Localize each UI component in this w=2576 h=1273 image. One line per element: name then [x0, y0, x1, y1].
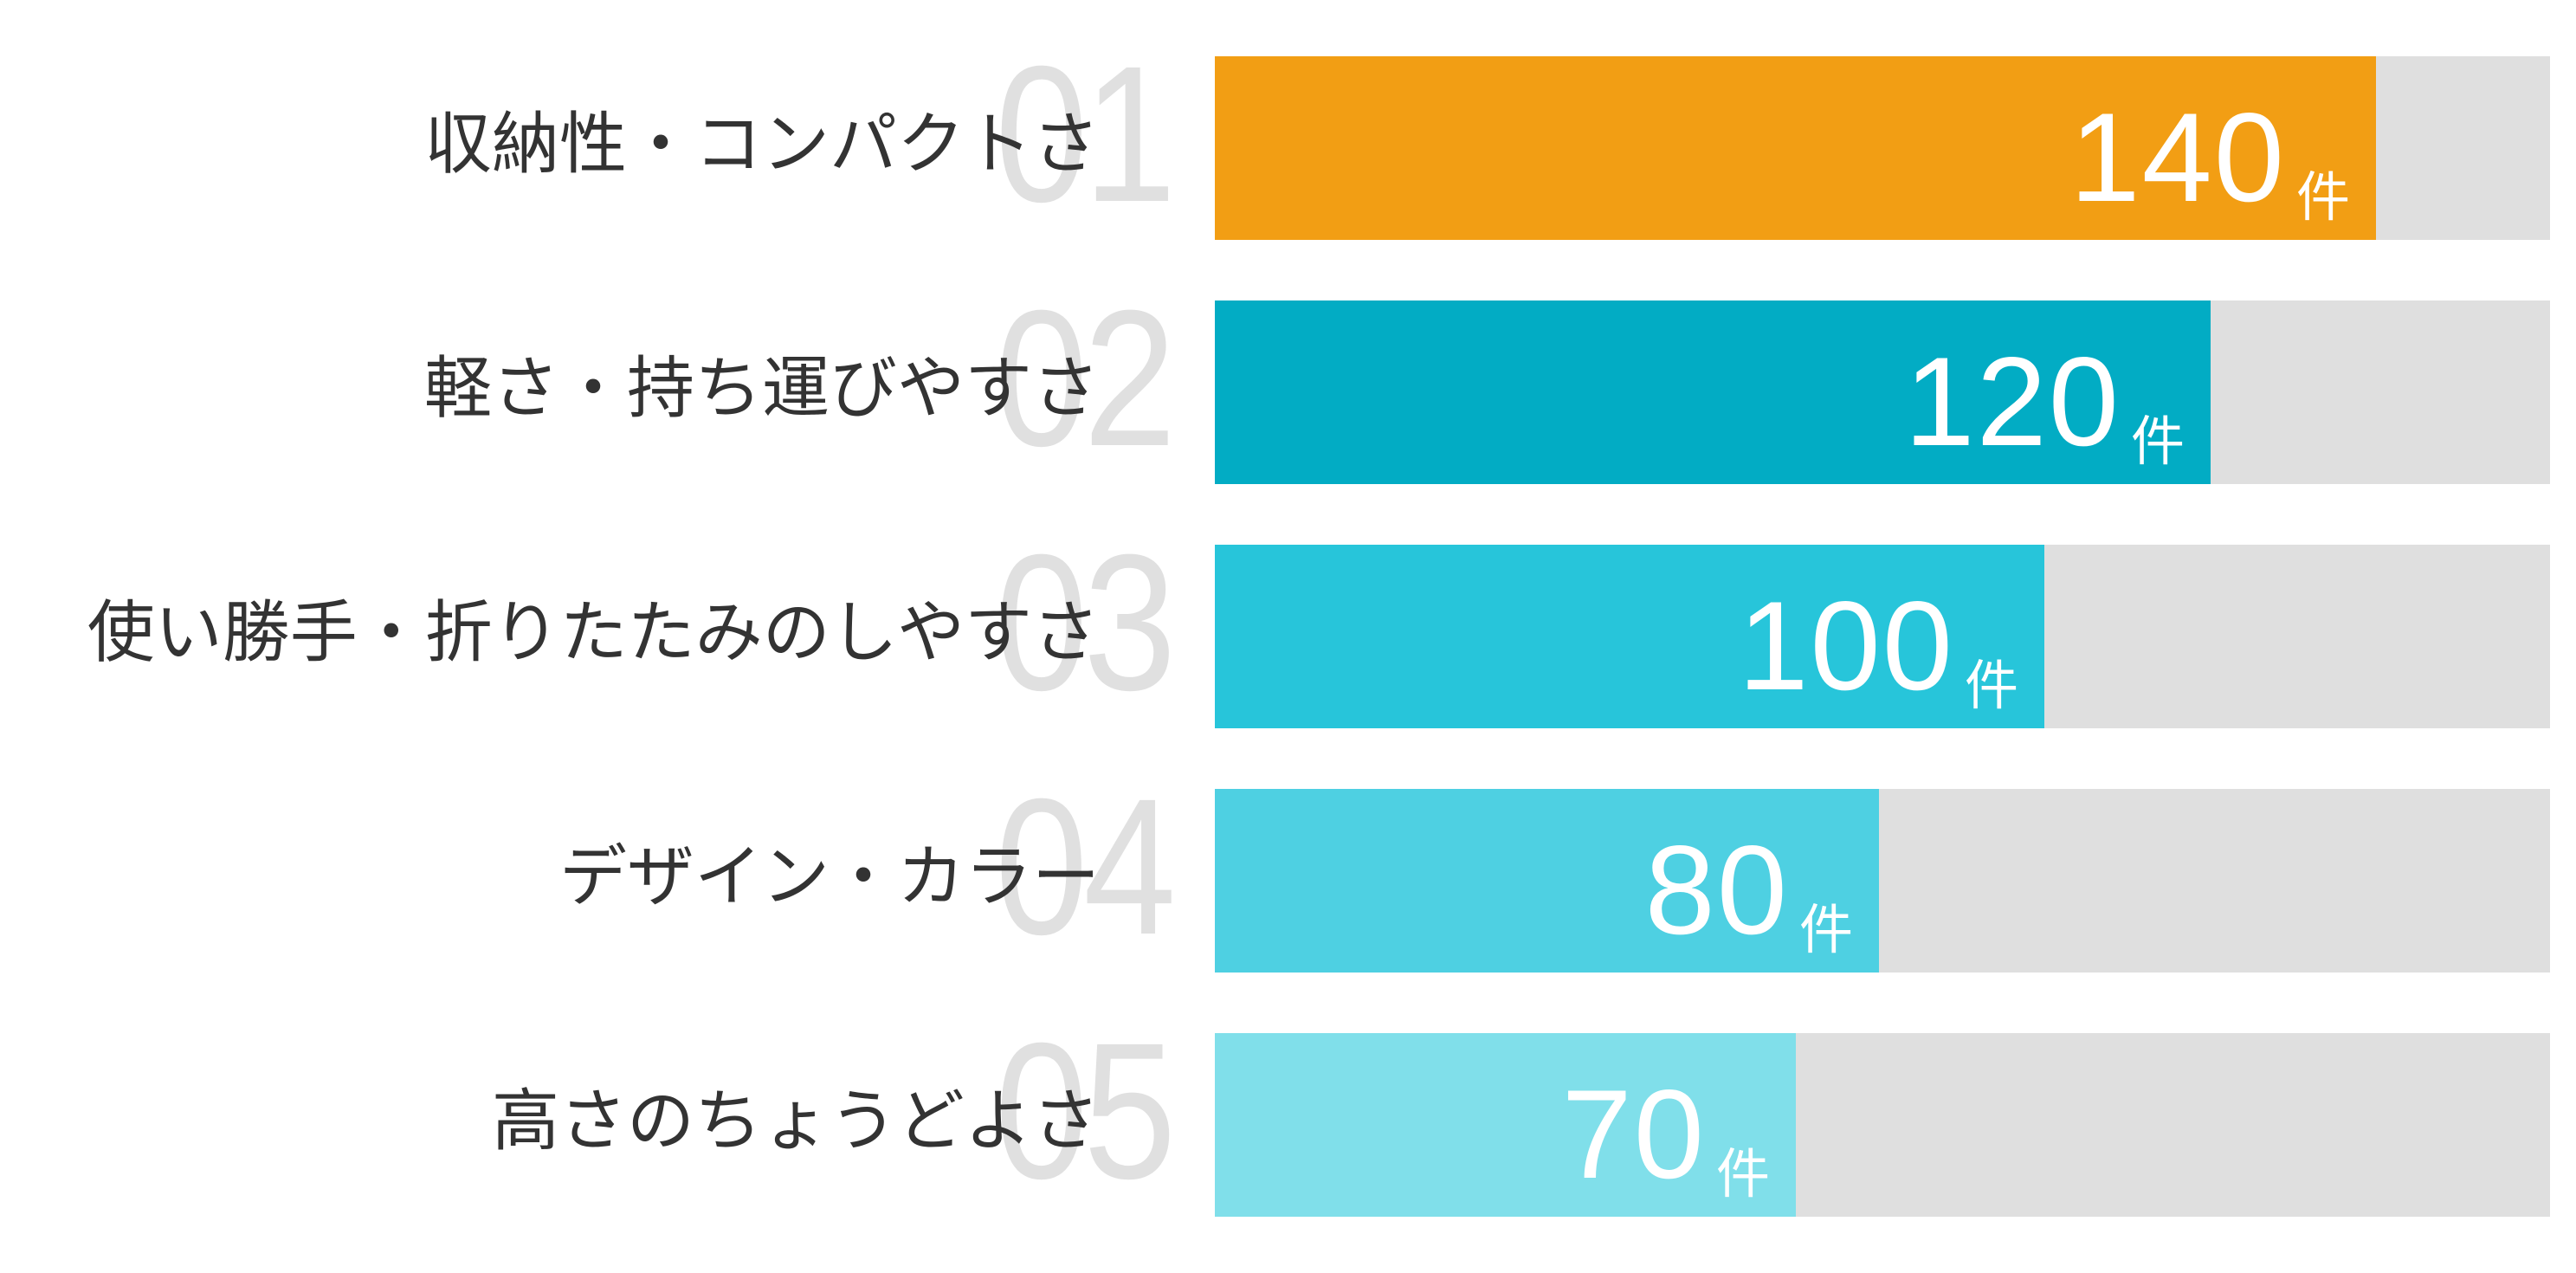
rank-number: 04 [995, 759, 1176, 975]
bar-fill: 100 件 [1215, 545, 2044, 728]
category-label: 高さのちょうどよさ [491, 1082, 1100, 1160]
bar-value: 80 件 [1644, 815, 1853, 960]
value-unit: 件 [1964, 654, 2018, 717]
bar-fill: 120 件 [1215, 300, 2211, 484]
rank-number: 03 [995, 514, 1176, 731]
bar-fill: 80 件 [1215, 789, 1879, 973]
value-number: 70 [1561, 1063, 1706, 1205]
value-unit: 件 [2130, 410, 2185, 473]
bar-track: 70 件 [1215, 1033, 2550, 1217]
bar-value: 120 件 [1904, 326, 2185, 473]
bar-value: 140 件 [2069, 82, 2350, 229]
bar-track: 80 件 [1215, 789, 2550, 973]
bar-fill: 70 件 [1215, 1033, 1796, 1217]
rank-number: 01 [995, 26, 1176, 242]
chart-row-3: 03 使い勝手・折りたたみのしやすさ 100 件 [0, 526, 2576, 728]
value-number: 80 [1644, 819, 1789, 960]
category-label: デザイン・カラー [558, 838, 1100, 916]
rank-number: 05 [995, 1003, 1176, 1219]
bar-track: 120 件 [1215, 300, 2550, 484]
chart-row-5: 05 高さのちょうどよさ 70 件 [0, 1014, 2576, 1217]
bar-value: 70 件 [1561, 1059, 1770, 1205]
category-label: 軽さ・持ち運びやすさ [423, 350, 1100, 428]
chart-row-2: 02 軽さ・持ち運びやすさ 120 件 [0, 281, 2576, 484]
value-unit: 件 [1715, 1142, 1770, 1205]
category-label: 使い勝手・折りたたみのしやすさ [87, 594, 1100, 672]
value-unit: 件 [1798, 898, 1853, 961]
value-number: 100 [1738, 575, 1954, 716]
category-label: 収納性・コンパクトさ [423, 106, 1100, 184]
bar-value: 100 件 [1738, 571, 2018, 716]
value-unit: 件 [2295, 165, 2350, 229]
chart-row-4: 04 デザイン・カラー 80 件 [0, 770, 2576, 973]
chart-row-1: 01 収納性・コンパクトさ 140 件 [0, 37, 2576, 240]
rank-number: 02 [995, 270, 1176, 487]
value-number: 140 [2069, 87, 2286, 228]
value-number: 120 [1904, 331, 2121, 472]
bar-fill: 140 件 [1215, 56, 2376, 240]
bar-track: 100 件 [1215, 545, 2550, 728]
bar-track: 140 件 [1215, 56, 2550, 240]
